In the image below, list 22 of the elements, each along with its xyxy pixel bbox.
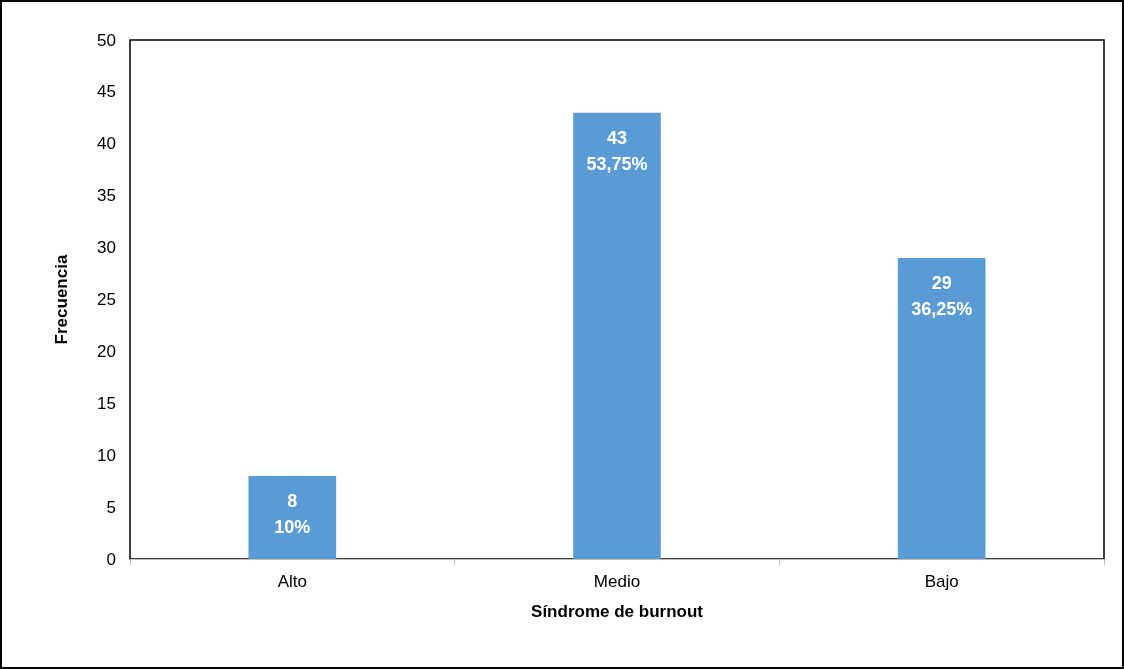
data-label: 29 36,25% [911,272,973,319]
y-tick-label: 40 [97,134,116,154]
x-tick-label: Alto [277,572,307,591]
x-tick-label: Medio [593,572,641,591]
bar [248,475,337,559]
x-axis-title: Síndrome de burnout [531,602,704,621]
y-tick-label: 0 [106,549,116,569]
bar [573,112,661,559]
y-tick-label: 25 [97,290,116,309]
y-tick-label: 45 [97,82,116,102]
y-tick-label: 35 [97,186,116,206]
data-label: 8 10% [274,490,311,537]
y-tick-label: 20 [97,341,116,361]
y-tick-label: 15 [97,393,116,413]
y-tick-label: 5 [106,497,116,517]
bar [897,257,986,559]
y-tick-label: 10 [97,445,116,465]
y-tick-label: 30 [97,238,116,258]
x-tick-label: Bajo [924,572,959,591]
y-axis-title: Frecuencia [52,254,71,345]
y-tick-label: 50 [97,30,116,50]
data-label: 43 53,75% [586,127,648,174]
